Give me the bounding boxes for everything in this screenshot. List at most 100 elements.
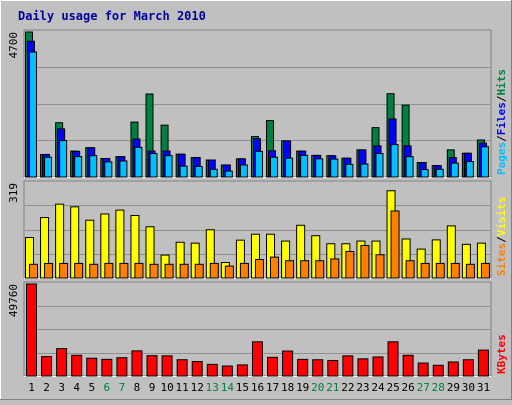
pages-bar-day-21 xyxy=(330,158,339,178)
pages-bar-day-9 xyxy=(149,153,158,178)
kbytes-bar-day-9 xyxy=(146,355,158,377)
y-max-label-panel-2: 319 xyxy=(7,183,20,203)
x-label-day-31: 31 xyxy=(477,381,490,394)
pages-bar-day-29 xyxy=(450,162,459,178)
sites-bar-day-28 xyxy=(435,262,445,279)
kbytes-bar-day-16 xyxy=(251,341,263,377)
pages-bar-day-27 xyxy=(420,169,429,178)
x-label-day-8: 8 xyxy=(134,381,141,394)
x-label-day-9: 9 xyxy=(149,381,156,394)
x-label-day-25: 25 xyxy=(386,381,399,394)
pages-bar-day-14 xyxy=(224,170,233,178)
pages-bar-day-17 xyxy=(270,156,279,178)
kbytes-bar-day-24 xyxy=(372,356,384,377)
x-label-day-5: 5 xyxy=(88,381,95,394)
kbytes-bar-day-31 xyxy=(477,349,489,377)
kbytes-bar-day-5 xyxy=(86,357,98,377)
legend-entry-1-2: / xyxy=(495,135,508,142)
pages-bar-day-11 xyxy=(179,165,188,178)
y-axis-labels: 4700 319 49760 xyxy=(7,32,20,317)
x-label-day-16: 16 xyxy=(251,381,264,394)
pages-bar-day-26 xyxy=(405,156,414,178)
x-label-day-1: 1 xyxy=(28,381,35,394)
pages-bar-day-2 xyxy=(44,156,53,178)
pages-bar-day-6 xyxy=(104,161,113,178)
pages-bar-day-7 xyxy=(119,160,128,178)
x-label-day-14: 14 xyxy=(221,381,235,394)
kbytes-bar-day-6 xyxy=(101,358,113,377)
sites-bar-day-7 xyxy=(119,262,129,279)
x-axis-labels: 1 2 3 4 5 6 7 8 9 10 11 12 13 14 15 16 17 18 19 20 21 22 23 24 2… xyxy=(28,381,490,394)
x-label-day-21: 21 xyxy=(326,381,339,394)
pages-bar-day-15 xyxy=(239,164,248,178)
kbytes-bar-day-3 xyxy=(56,348,68,377)
x-label-day-7: 7 xyxy=(119,381,126,394)
sites-bar-day-22 xyxy=(345,250,355,279)
kbytes-bar-day-7 xyxy=(116,357,128,377)
pages-bar-day-12 xyxy=(194,166,203,178)
x-label-day-22: 22 xyxy=(341,381,354,394)
kbytes-bar-day-23 xyxy=(357,358,369,377)
pages-bar-day-19 xyxy=(300,154,309,178)
sites-bar-day-27 xyxy=(420,262,430,279)
kbytes-bar-day-30 xyxy=(462,359,474,377)
sites-bar-day-8 xyxy=(134,262,144,279)
x-label-day-4: 4 xyxy=(73,381,80,394)
x-label-day-28: 28 xyxy=(432,381,445,394)
kbytes-bar-day-21 xyxy=(327,359,339,377)
x-label-day-24: 24 xyxy=(371,381,385,394)
x-label-day-2: 2 xyxy=(43,381,50,394)
legend-panel-3: KBytes xyxy=(495,334,508,374)
kbytes-bar-day-29 xyxy=(447,361,459,377)
pages-bar-day-30 xyxy=(465,161,474,178)
kbytes-bar-day-22 xyxy=(342,355,354,377)
pages-bar-day-28 xyxy=(435,168,444,178)
pages-bar-day-10 xyxy=(164,155,173,178)
y-max-label-panel-1: 4700 xyxy=(7,32,20,59)
pages-bar-day-13 xyxy=(209,168,218,178)
kbytes-bar-day-10 xyxy=(161,355,173,377)
kbytes-bar-day-28 xyxy=(432,364,444,377)
pages-bar-day-18 xyxy=(285,157,294,178)
sites-bar-day-25 xyxy=(390,210,400,279)
kbytes-bar-day-1 xyxy=(26,283,37,377)
sites-bar-day-21 xyxy=(330,258,340,279)
legend-entry-2-1: Sites xyxy=(495,243,508,276)
pages-bar-day-4 xyxy=(74,156,83,178)
x-label-day-10: 10 xyxy=(160,381,173,394)
x-label-day-29: 29 xyxy=(447,381,460,394)
kbytes-bar-day-26 xyxy=(402,354,414,377)
kbytes-bar-day-4 xyxy=(71,354,83,377)
x-label-day-3: 3 xyxy=(58,381,65,394)
sites-bar-day-5 xyxy=(89,263,99,279)
sites-bar-day-11 xyxy=(179,263,189,279)
pages-bar-day-25 xyxy=(390,144,399,178)
pages-bar-day-8 xyxy=(134,146,143,178)
kbytes-bar-day-12 xyxy=(191,361,203,377)
x-label-day-26: 26 xyxy=(402,381,415,394)
pages-bar-day-1 xyxy=(29,51,37,178)
y-max-label-panel-3: 49760 xyxy=(7,284,20,317)
sites-bar-day-26 xyxy=(405,260,415,279)
pages-bar-day-20 xyxy=(315,158,324,178)
sites-bar-day-17 xyxy=(270,256,280,279)
sites-bar-day-1 xyxy=(29,263,38,279)
pages-bar-day-3 xyxy=(59,140,68,178)
sites-bar-day-29 xyxy=(450,262,460,279)
x-label-day-18: 18 xyxy=(281,381,294,394)
legend-entry-2-3: Visits xyxy=(495,197,508,237)
x-label-day-17: 17 xyxy=(266,381,279,394)
kbytes-bar-day-25 xyxy=(387,341,399,377)
kbytes-bar-day-14 xyxy=(221,365,233,377)
sites-bar-day-20 xyxy=(315,260,325,279)
legend-panel-1: Pages/Files/Hits xyxy=(495,69,508,175)
x-label-day-15: 15 xyxy=(236,381,249,394)
sites-bar-day-3 xyxy=(59,262,69,279)
pages-bar-day-23 xyxy=(360,163,369,178)
legend-entry-1-5: Hits xyxy=(495,69,508,96)
x-label-day-11: 11 xyxy=(176,381,189,394)
pages-bar-day-24 xyxy=(375,153,384,178)
sites-bar-day-13 xyxy=(209,262,219,279)
x-label-day-19: 19 xyxy=(296,381,309,394)
